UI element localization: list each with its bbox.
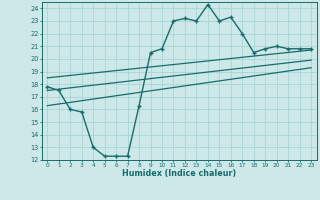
X-axis label: Humidex (Indice chaleur): Humidex (Indice chaleur)	[122, 169, 236, 178]
